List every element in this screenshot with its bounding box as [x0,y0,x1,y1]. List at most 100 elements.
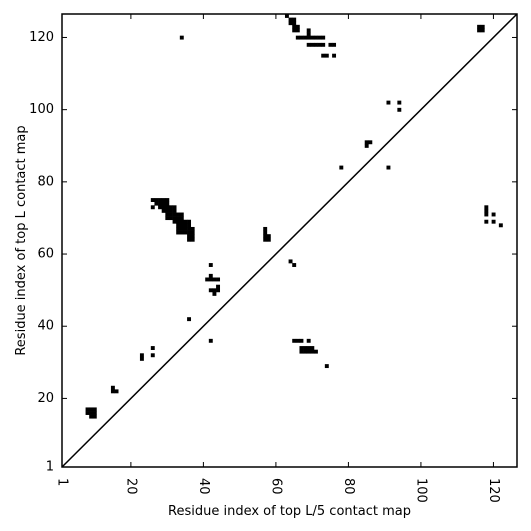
contact-point [284,14,289,18]
contact-point [187,226,192,231]
contact-point [306,28,311,33]
contact-point [299,346,304,350]
contact-point [176,216,181,221]
contact-point [313,42,318,47]
contact-point [306,349,311,354]
contact-point [292,24,297,29]
contact-point [176,230,181,235]
contact-point [158,205,163,210]
diagonal [61,13,518,468]
contact-point [484,219,489,224]
contact-point [158,198,163,202]
contact-point [168,208,173,213]
contact-point [491,212,496,217]
y-tick-label: 20 [37,391,54,406]
contact-point [208,273,213,278]
contact-point [216,288,221,293]
contact-point [321,42,326,47]
contact-point [183,223,188,228]
contact-point [328,42,333,47]
contact-point [303,35,308,40]
contact-point [179,35,184,40]
contact-point [172,219,177,224]
contact-point [212,277,217,282]
contact-point [313,35,318,40]
contact-point [310,42,315,47]
contact-point [303,346,308,350]
contact-point [321,35,326,40]
x-tick-label: 100 [413,478,428,503]
contact-point [306,35,311,40]
contact-point [212,291,217,296]
contact-point [295,338,300,343]
contact-point [154,198,159,202]
contact-point [480,24,485,29]
contact-point [208,338,213,343]
contact-point [165,201,170,206]
x-tick-label: 40 [196,478,211,495]
contact-point [484,212,489,217]
contact-point [150,198,155,202]
contact-point [321,53,326,58]
x-tick-label: 120 [486,478,501,503]
contact-point [187,237,192,242]
contact-point [292,21,297,26]
contact-point [85,407,90,412]
contact-point [150,205,155,210]
contact-point [190,234,195,239]
contact-point [179,219,184,224]
x-tick-label: 80 [341,478,356,495]
contact-point [324,364,329,369]
contact-point [161,208,166,213]
contact-point [190,230,195,235]
contact-point [263,237,268,242]
contact-point [263,226,268,231]
contact-point [154,201,159,206]
contact-point [310,35,315,40]
contact-point [92,411,97,415]
contact-point [386,165,391,170]
contact-point [288,17,293,22]
contact-point [179,226,184,231]
contact-point [339,165,344,170]
contact-point [480,28,485,33]
contact-point [306,42,311,47]
contact-point [317,42,322,47]
contact-point [477,28,482,33]
plot-frame [61,13,518,468]
contact-point [139,353,144,358]
y-axis-label: Residue index of top L contact map [14,125,29,355]
contact-point [364,143,369,148]
contact-point [190,237,195,242]
y-tick-label: 120 [29,30,54,45]
contact-point [165,208,170,213]
contact-point [114,389,119,394]
diagonal-line [61,13,518,468]
contact-point [288,21,293,26]
contact-point [212,288,217,293]
contact-point [310,349,315,354]
contact-point [161,198,166,202]
contact-point [183,226,188,231]
contact-point [161,201,166,206]
contact-point [161,205,166,210]
contact-point [368,140,373,145]
contact-point [295,24,300,29]
contact-point [299,338,304,343]
x-tick-label: 1 [55,478,70,486]
contact-point [183,219,188,224]
contact-point [324,53,329,58]
y-tick-label: 60 [37,247,54,262]
contact-point [89,411,94,415]
contact-point [288,259,293,264]
contact-point [266,234,271,239]
contact-point [179,230,184,235]
contact-point [299,349,304,354]
contact-point [179,212,184,217]
contact-point [397,100,402,105]
contact-point [165,216,170,221]
contact-point [306,338,311,343]
contact-point [386,100,391,105]
